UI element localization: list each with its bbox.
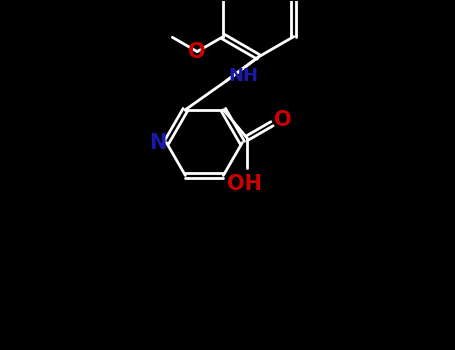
Text: OH: OH <box>228 174 263 194</box>
Text: N: N <box>149 133 167 153</box>
Text: O: O <box>188 42 206 62</box>
Text: NH: NH <box>228 68 258 85</box>
Text: O: O <box>274 110 292 130</box>
